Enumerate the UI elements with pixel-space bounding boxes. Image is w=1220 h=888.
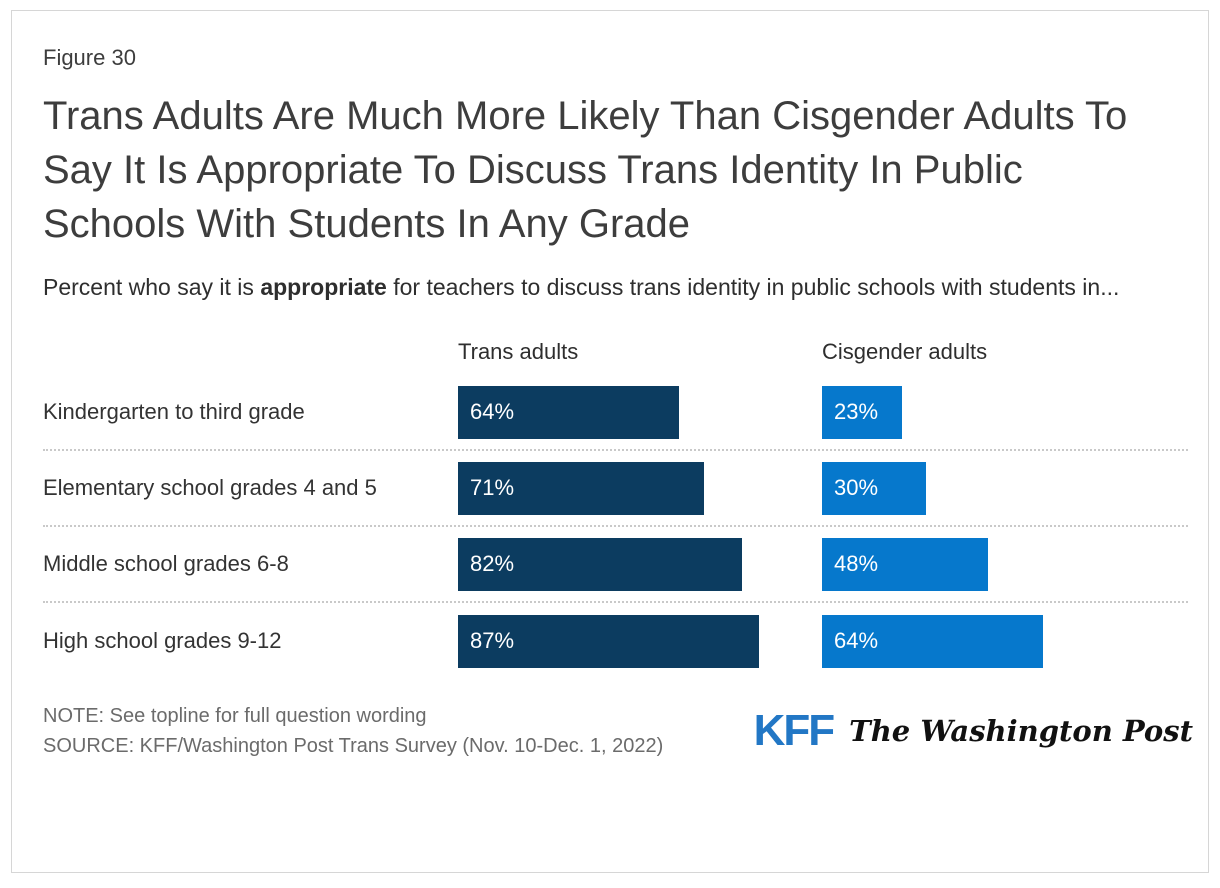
trans-adults-bar: 71% — [458, 461, 704, 515]
trans-adults-bar: 82% — [458, 537, 742, 591]
column-header-spacer — [43, 339, 458, 365]
cisgender-adults-bar-cell: 64% — [822, 614, 1188, 668]
chart-subtitle: Percent who say it is appropriate for te… — [43, 269, 1153, 305]
row-label: High school grades 9-12 — [43, 628, 282, 653]
cisgender-adults-bar: 64% — [822, 614, 1044, 668]
trans-adults-bar: 87% — [458, 614, 760, 668]
note-line: NOTE: See topline for full question word… — [43, 705, 427, 727]
kff-logo: KFF — [753, 706, 836, 755]
row-label: Kindergarten to third grade — [43, 399, 305, 424]
trans-adults-bar-cell: 71% — [458, 461, 822, 515]
figure-card: Figure 30 Trans Adults Are Much More Lik… — [11, 10, 1209, 873]
subtitle-bold-word: appropriate — [260, 274, 387, 300]
bar-value-label: 82% — [470, 551, 515, 576]
bar-value-label: 71% — [470, 475, 515, 500]
chart-row: High school grades 9-12 87% 64% — [43, 603, 1188, 679]
row-label: Middle school grades 6-8 — [43, 551, 289, 576]
cisgender-adults-bar-cell: 30% — [822, 461, 1188, 515]
bar-value-label: 30% — [834, 475, 879, 500]
chart-footer: NOTE: See topline for full question word… — [43, 701, 1193, 761]
trans-adults-bar-cell: 87% — [458, 614, 822, 668]
chart-row: Elementary school grades 4 and 5 71% 30% — [43, 451, 1188, 527]
figure-label: Figure 30 — [43, 45, 136, 70]
notes-block: NOTE: See topline for full question word… — [43, 701, 663, 761]
chart-rows: Kindergarten to third grade 64% 23% Elem… — [43, 375, 1188, 679]
bar-value-label: 87% — [470, 628, 515, 653]
chart-row: Middle school grades 6-8 82% 48% — [43, 527, 1188, 603]
bar-value-label: 23% — [834, 399, 879, 424]
cisgender-adults-bar: 23% — [822, 385, 902, 439]
subtitle-suffix: for teachers to discuss trans identity i… — [386, 274, 1120, 300]
trans-adults-bar-cell: 64% — [458, 385, 822, 439]
source-line: SOURCE: KFF/Washington Post Trans Survey… — [43, 735, 664, 757]
trans-adults-bar-cell: 82% — [458, 537, 822, 591]
row-label: Elementary school grades 4 and 5 — [43, 475, 377, 500]
column-header-cisgender-adults: Cisgender adults — [822, 339, 988, 364]
bar-chart: Trans adults Cisgender adults Kindergart… — [43, 339, 1188, 679]
bar-value-label: 48% — [834, 551, 879, 576]
cisgender-adults-bar: 48% — [822, 537, 989, 591]
bar-value-label: 64% — [834, 628, 879, 653]
logos-block: KFF The Washington Post — [754, 709, 1193, 753]
cisgender-adults-bar: 30% — [822, 461, 926, 515]
chart-title: Trans Adults Are Much More Likely Than C… — [43, 94, 1128, 246]
washington-post-logo: The Washington Post — [849, 713, 1193, 748]
column-header-trans-adults: Trans adults — [458, 339, 579, 364]
chart-column-headers: Trans adults Cisgender adults — [43, 339, 1188, 365]
cisgender-adults-bar-cell: 23% — [822, 385, 1188, 439]
trans-adults-bar: 64% — [458, 385, 680, 439]
subtitle-prefix: Percent who say it is — [43, 274, 261, 300]
cisgender-adults-bar-cell: 48% — [822, 537, 1188, 591]
bar-value-label: 64% — [470, 399, 515, 424]
chart-row: Kindergarten to third grade 64% 23% — [43, 375, 1188, 451]
